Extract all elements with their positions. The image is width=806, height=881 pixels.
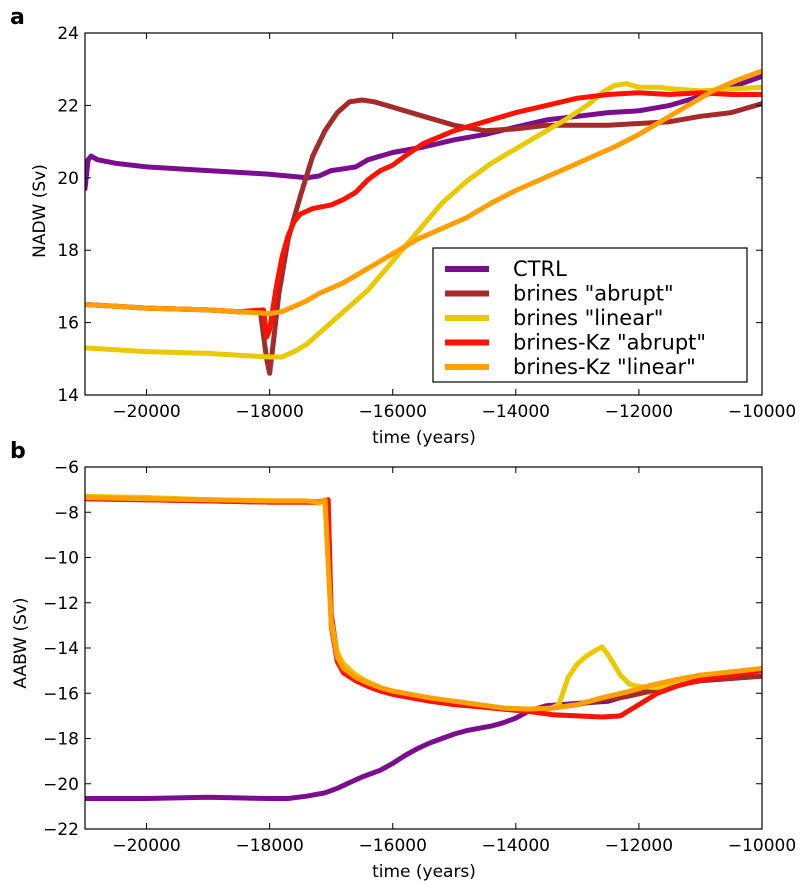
plot-frame bbox=[84, 32, 763, 396]
x-tick-label: −20000 bbox=[112, 836, 180, 856]
legend-label: brines-Kz "abrupt" bbox=[513, 331, 706, 355]
panel-a-y-axis-label: NADW (Sv) bbox=[30, 164, 50, 258]
y-tick-label: −6 bbox=[54, 458, 79, 478]
x-tick-label: −18000 bbox=[235, 402, 303, 422]
series-line-brines-kz-linear bbox=[85, 495, 762, 712]
y-tick-label: −20 bbox=[43, 775, 79, 795]
series-line-brines-linear bbox=[85, 493, 762, 713]
x-tick-label: −10000 bbox=[728, 402, 796, 422]
series-line-brines-abrupt bbox=[85, 496, 762, 713]
y-tick-label: 16 bbox=[57, 314, 79, 334]
panel-b-aabw-chart: b AABW (Sv) time (years) −20000 −18000 −16… bbox=[10, 439, 796, 881]
series-line-ctrl bbox=[85, 73, 762, 192]
panel-a-letter: a bbox=[10, 5, 25, 30]
y-tick-label: 22 bbox=[57, 96, 79, 116]
x-tick-label: −16000 bbox=[359, 836, 427, 856]
panel-a-x-axis-label: time (years) bbox=[372, 428, 476, 448]
legend-label: brines-Kz "linear" bbox=[513, 355, 696, 379]
x-tick-label: −10000 bbox=[728, 836, 796, 856]
y-tick-label: −8 bbox=[54, 503, 79, 523]
x-tick-label: −18000 bbox=[235, 836, 303, 856]
x-tick-label: −20000 bbox=[112, 402, 180, 422]
y-tick-label: −18 bbox=[43, 730, 79, 750]
y-tick-label: −10 bbox=[43, 549, 79, 569]
legend-label: brines "linear" bbox=[513, 306, 663, 330]
y-tick-label: −14 bbox=[43, 639, 79, 659]
panel-a-nadw-chart: a NADW (Sv) time (years) −20000 −18000 −16… bbox=[10, 5, 796, 448]
y-tick-label: −16 bbox=[43, 684, 79, 704]
x-tick-label: −12000 bbox=[605, 402, 673, 422]
series-line-brines-kz-linear bbox=[85, 68, 762, 317]
y-tick-label: −22 bbox=[43, 820, 79, 840]
series-line-brines-kz-abrupt bbox=[85, 90, 762, 340]
legend-label: brines "abrupt" bbox=[513, 282, 674, 306]
y-tick-label: 18 bbox=[57, 241, 79, 261]
x-tick-label: −14000 bbox=[482, 836, 550, 856]
plot-frame bbox=[84, 466, 763, 830]
series-line-brines-linear bbox=[85, 81, 762, 360]
x-tick-label: −14000 bbox=[482, 402, 550, 422]
panel-b-letter: b bbox=[10, 439, 26, 464]
panel-b-x-axis-label: time (years) bbox=[372, 862, 476, 881]
x-tick-label: −12000 bbox=[605, 836, 673, 856]
y-tick-label: 14 bbox=[57, 386, 79, 406]
legend-label: CTRL bbox=[513, 257, 567, 281]
panel-b-y-axis-label: AABW (Sv) bbox=[11, 597, 31, 688]
x-tick-label: −16000 bbox=[359, 402, 427, 422]
y-tick-label: 24 bbox=[57, 24, 79, 44]
y-tick-label: 20 bbox=[57, 169, 79, 189]
y-tick-label: −12 bbox=[43, 594, 79, 614]
